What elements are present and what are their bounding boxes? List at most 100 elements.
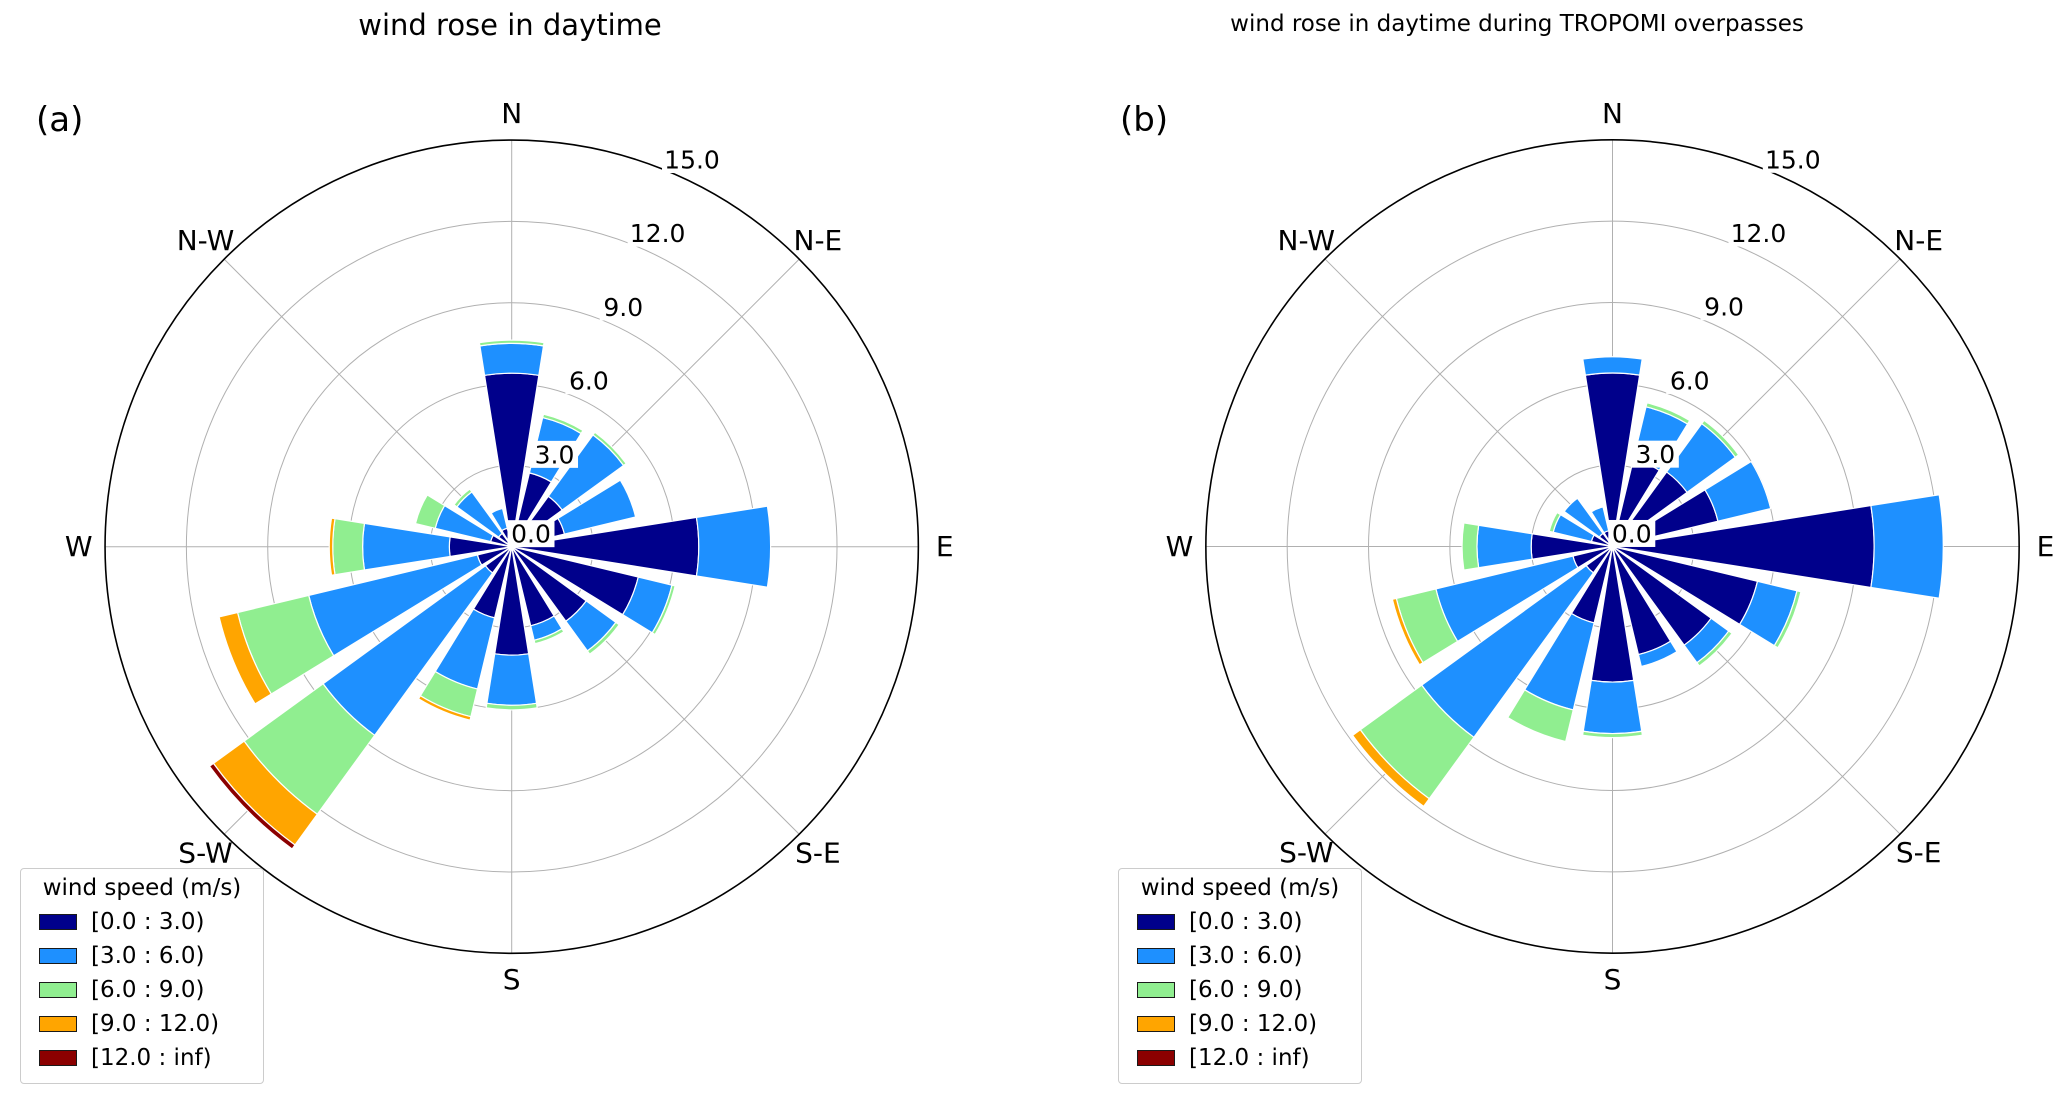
- petal-a-S-bin1: [486, 653, 538, 706]
- legend-b-swatch-3: [1137, 1016, 1175, 1032]
- legend-b-item-1: [3.0 : 6.0): [1125, 939, 1355, 973]
- petal-a-ESE-bin2: [651, 584, 676, 636]
- r-tick-label-a-12.0: 12.0: [630, 219, 686, 248]
- r-tick-label-a-9.0: 9.0: [603, 293, 643, 322]
- legend-a-label-4: [12.0 : inf): [91, 1045, 212, 1071]
- legend-b-item-3: [9.0 : 12.0): [1125, 1007, 1355, 1041]
- legend-a-label-0: [0.0 : 3.0): [91, 909, 205, 935]
- r-tick-label-a-15.0: 15.0: [664, 146, 720, 175]
- r-tick-bg-a-9.0: [599, 293, 647, 321]
- legend-b-label-3: [9.0 : 12.0): [1189, 1011, 1318, 1037]
- petal-b-NNW-bin1: [1590, 506, 1610, 534]
- legend-a-swatch-1: [39, 948, 77, 964]
- panel-b-label: (b): [1120, 100, 1169, 140]
- legend-a-item-4: [12.0 : inf): [27, 1041, 257, 1075]
- legend-b-item-0: [0.0 : 3.0): [1125, 905, 1355, 939]
- compass-label-a-N-W: N-W: [177, 224, 235, 257]
- r-tick-label-b-6.0: 6.0: [1670, 366, 1710, 395]
- legend-b-swatch-1: [1137, 948, 1175, 964]
- r-tick-bg-a-15.0: [662, 146, 723, 174]
- petal-a-SSW-bin3: [417, 695, 472, 721]
- r-tick-bg-a-12.0: [627, 219, 688, 247]
- r-tick-label-b-9.0: 9.0: [1704, 293, 1744, 322]
- petal-a-SE-bin2: [586, 621, 620, 655]
- panel-a-title: wind rose in daytime: [358, 8, 662, 42]
- petal-b-SSW-bin2: [1507, 689, 1574, 743]
- r-tick-label-a-3.0: 3.0: [535, 440, 575, 469]
- r-tick-label-b-0.0: 0.0: [1612, 519, 1652, 548]
- legend-b-items: [0.0 : 3.0) [3.0 : 6.0) [6.0 : 9.0) [9.0 : …: [1125, 905, 1355, 1075]
- petal-b-W-bin2: [1461, 522, 1480, 571]
- petal-b-WNW-bin2: [1548, 511, 1562, 533]
- compass-label-b-N-W: N-W: [1278, 224, 1336, 257]
- r-tick-bg-b-12.0: [1728, 219, 1789, 247]
- r-tick-bg-a-0.0: [507, 520, 555, 548]
- compass-label-b-N-E: N-E: [1894, 224, 1943, 257]
- petal-b-SSE-bin1: [1637, 640, 1678, 668]
- petal-b-ENE-bin1: [1704, 460, 1772, 522]
- compass-label-a-E: E: [936, 530, 954, 563]
- legend-b-swatch-4: [1137, 1050, 1175, 1066]
- petal-a-W-bin3: [328, 517, 336, 576]
- petal-b-NNE-bin2: [1645, 402, 1691, 425]
- r-tick-label-a-0.0: 0.0: [511, 520, 551, 549]
- compass-label-b-W: W: [1166, 530, 1194, 563]
- petal-a-S-bin2: [485, 702, 538, 711]
- legend-b-label-2: [6.0 : 9.0): [1189, 977, 1303, 1003]
- compass-label-a-S-W: S-W: [178, 836, 232, 869]
- legend-b-label-4: [12.0 : inf): [1189, 1045, 1310, 1071]
- compass-label-b-S: S: [1604, 963, 1622, 996]
- grid-spoke-b-315: [1324, 258, 1613, 547]
- legend-b-label-0: [0.0 : 3.0): [1189, 909, 1303, 935]
- petal-b-S-bin2: [1582, 730, 1643, 739]
- legend-a-item-1: [3.0 : 6.0): [27, 939, 257, 973]
- legend-b-swatch-0: [1137, 914, 1175, 930]
- compass-label-a-N: N: [501, 97, 522, 130]
- petal-b-E-bin1: [1870, 494, 1944, 599]
- legend-b-title: wind speed (m/s): [1140, 875, 1340, 901]
- petal-b-NE-bin2: [1701, 419, 1740, 458]
- grid-ring-a-12: [185, 220, 838, 873]
- legend-a-swatch-3: [39, 1016, 77, 1032]
- legend-a: wind speed (m/s) [0.0 : 3.0) [3.0 : 6.0)[…: [20, 868, 264, 1084]
- petal-a-WNW-bin2: [414, 494, 446, 529]
- legend-b-item-2: [6.0 : 9.0): [1125, 973, 1355, 1007]
- panel-a-label: (a): [36, 100, 84, 140]
- compass-label-b-S-W: S-W: [1279, 836, 1333, 869]
- compass-label-b-N: N: [1602, 97, 1623, 130]
- legend-a-label-2: [6.0 : 9.0): [91, 977, 205, 1003]
- compass-label-b-S-E: S-E: [1896, 836, 1942, 869]
- r-tick-label-b-15.0: 15.0: [1765, 145, 1821, 174]
- legend-a-label-3: [9.0 : 12.0): [91, 1011, 220, 1037]
- petal-b-SE-bin2: [1696, 630, 1733, 667]
- windrose-a: 0.0 3.0 6.0 9.0 12.0 15.0 N N-E E S-E S S-W W N-W: [65, 97, 954, 996]
- legend-b-label-1: [3.0 : 6.0): [1189, 943, 1303, 969]
- r-tick-bg-b-15.0: [1762, 145, 1823, 173]
- petal-a-SSE-bin2: [533, 628, 565, 645]
- r-tick-bg-b-0.0: [1608, 519, 1656, 547]
- legend-a-items: [0.0 : 3.0) [3.0 : 6.0) [6.0 : 9.0) [9.0 : …: [27, 905, 257, 1075]
- petal-a-N-bin1: [479, 342, 545, 376]
- petal-b-SW-bin3: [1352, 729, 1430, 807]
- r-tick-bg-b-3.0: [1631, 440, 1679, 468]
- legend-a-swatch-2: [39, 982, 77, 998]
- windrose-b: 0.0 3.0 6.0 9.0 12.0 15.0 N N-E E S-E S S-W W N-W: [1166, 97, 2055, 996]
- legend-a-swatch-4: [39, 1050, 77, 1066]
- legend-b: wind speed (m/s) [0.0 : 3.0) [3.0 : 6.0)[…: [1118, 868, 1362, 1084]
- r-tick-bg-b-6.0: [1666, 366, 1714, 394]
- legend-b-item-4: [12.0 : inf): [1125, 1041, 1355, 1075]
- r-tick-bg-a-6.0: [565, 367, 613, 395]
- compass-label-a-S: S: [503, 963, 521, 996]
- legend-a-title: wind speed (m/s): [42, 875, 242, 901]
- petal-b-NW-bin1: [1563, 497, 1604, 538]
- legend-a-item-2: [6.0 : 9.0): [27, 973, 257, 1007]
- legend-a-item-3: [9.0 : 12.0): [27, 1007, 257, 1041]
- compass-label-b-E: E: [2037, 530, 2055, 563]
- petal-b-N-bin1: [1582, 356, 1643, 376]
- r-tick-label-b-3.0: 3.0: [1635, 440, 1675, 469]
- petal-a-NW-bin2: [453, 488, 473, 508]
- petal-b-W-bin1: [1476, 524, 1533, 569]
- petal-b-WSW-bin3: [1391, 597, 1424, 666]
- petal-a-N-bin2: [478, 339, 545, 347]
- r-tick-label-a-6.0: 6.0: [569, 367, 609, 396]
